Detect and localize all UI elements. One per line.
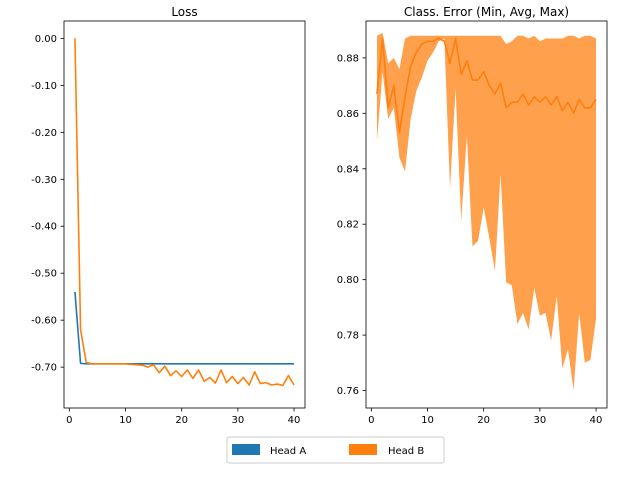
legend-label-head-a: Head A — [270, 446, 306, 457]
loss-x-tick-label: 0 — [66, 415, 72, 426]
class-error-plot-frame — [365, 20, 608, 409]
loss-chart-marks — [74, 38, 295, 387]
class-error-y-tick-label: 0.88 — [337, 53, 359, 64]
legend: Head A Head B — [226, 436, 445, 464]
class-error-chart-title: Class. Error (Min, Avg, Max) — [404, 5, 569, 19]
class-error-x-tick-label: 0 — [368, 415, 374, 426]
loss-x-tick-label: 20 — [175, 415, 188, 426]
loss-y-tick-label: -0.30 — [31, 175, 57, 186]
loss-chart: Loss 0 10 20 30 40 0.00 -0.10 -0.20 -0.30 -0.40 -0… — [31, 5, 306, 426]
loss-plot-frame — [63, 20, 306, 409]
class-error-y-tick-label: 0.86 — [337, 109, 359, 120]
loss-y-tick-label: -0.20 — [31, 128, 57, 139]
loss-y-tick-label: -0.60 — [31, 316, 57, 327]
class-error-avg-line-head-b — [376, 37, 597, 134]
loss-chart-title: Loss — [171, 5, 197, 19]
class-error-chart: Class. Error (Min, Avg, Max) 0 10 20 30 40 0.… — [337, 5, 608, 426]
legend-frame — [226, 436, 445, 464]
legend-label-head-b: Head B — [388, 446, 424, 457]
loss-y-tick-label: 0.00 — [35, 34, 57, 45]
class-error-band-head-b — [376, 32, 597, 391]
class-error-y-tick-label: 0.82 — [337, 220, 359, 231]
loss-x-tick-label: 10 — [119, 415, 132, 426]
loss-x-tick-label: 30 — [232, 415, 245, 426]
class-error-x-tick-label: 30 — [534, 415, 547, 426]
class-error-x-tick-label: 20 — [477, 415, 490, 426]
loss-y-tick-label: -0.50 — [31, 269, 57, 280]
class-error-x-tick-label: 40 — [590, 415, 603, 426]
class-error-y-tick-label: 0.80 — [337, 275, 359, 286]
class-error-y-tick-label: 0.78 — [337, 331, 359, 342]
class-error-chart-axes: 0 10 20 30 40 0.76 0.78 0.80 0.82 0.84 0.86 0.88 — [337, 20, 608, 426]
legend-swatch-head-a — [232, 444, 260, 455]
loss-y-tick-label: -0.10 — [31, 81, 57, 92]
class-error-y-tick-label: 0.84 — [337, 164, 359, 175]
class-error-chart-marks — [376, 32, 597, 391]
class-error-x-tick-label: 10 — [421, 415, 434, 426]
loss-y-tick-label: -0.70 — [31, 363, 57, 374]
loss-y-tick-label: -0.40 — [31, 222, 57, 233]
legend-swatch-head-b — [349, 444, 377, 455]
class-error-y-tick-label: 0.76 — [337, 386, 359, 397]
loss-chart-axes: 0 10 20 30 40 0.00 -0.10 -0.20 -0.30 -0.40 -0.50 -0… — [31, 20, 306, 426]
loss-line-head-b — [74, 38, 295, 387]
loss-x-tick-label: 40 — [288, 415, 301, 426]
